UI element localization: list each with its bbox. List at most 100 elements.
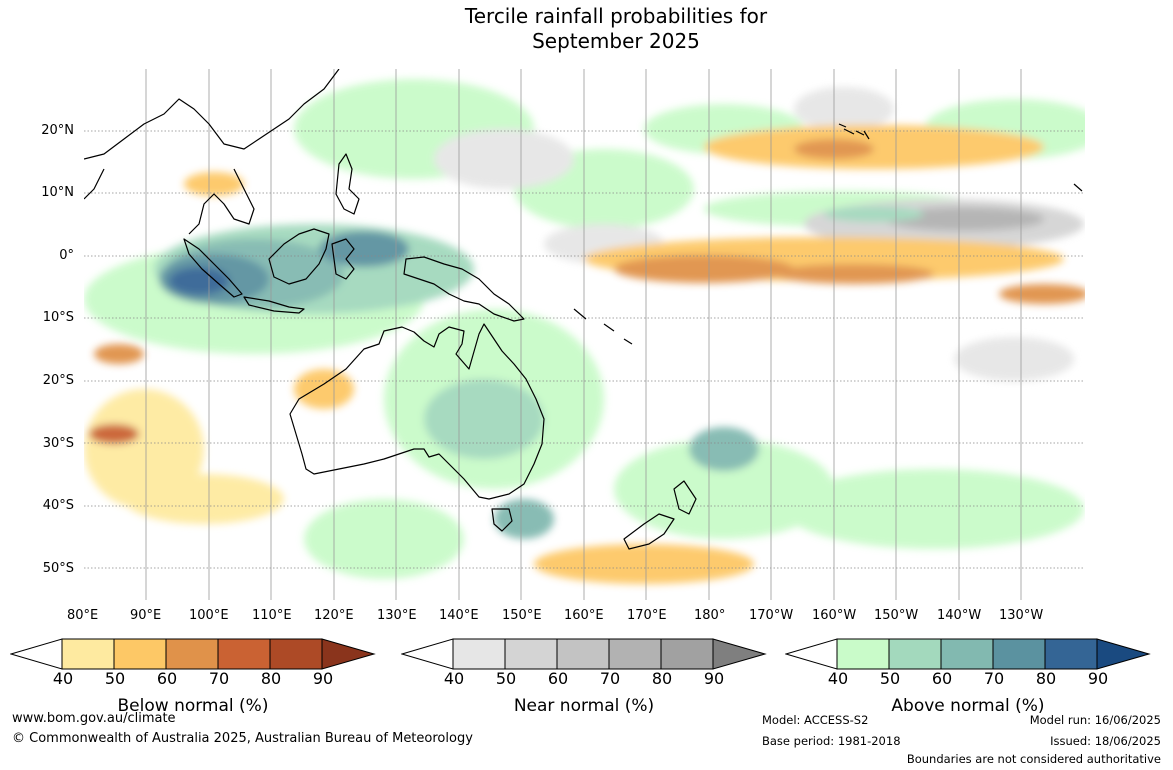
above-normal-region [614, 439, 834, 539]
graticule-meridians [145, 69, 1022, 600]
website-link[interactable]: www.bom.gov.au/climate [12, 711, 176, 726]
colorbar-segment [452, 638, 506, 670]
lon-label: 160°W [812, 608, 857, 623]
colorbar-segment [556, 638, 610, 670]
above-normal-region [169, 267, 229, 295]
tick-label: 90 [703, 669, 725, 688]
pacific-islands [573, 128, 1083, 345]
lon-label: 120°E [314, 608, 354, 623]
coastlines [83, 68, 1083, 550]
new-guinea-coastline [403, 256, 525, 322]
probability-shading [83, 68, 1104, 600]
above-normal-colorbar [785, 638, 1151, 670]
base-period: Base period: 1981-2018 [762, 734, 901, 748]
colorbar-segment [1044, 638, 1098, 670]
tasmania-coastline [491, 508, 513, 532]
above-normal-region [304, 499, 464, 579]
above-normal-region [784, 469, 1084, 549]
colorbar-segment [940, 638, 994, 670]
colorbar-segment [660, 638, 714, 670]
tick-label: 60 [547, 669, 569, 688]
tick-label: 50 [879, 669, 901, 688]
colorbar-max-extension [1096, 638, 1151, 670]
tick-label: 80 [1035, 669, 1057, 688]
lat-label: 20°N [41, 123, 74, 138]
below-normal-region [534, 544, 754, 584]
map-svg [83, 68, 1104, 600]
tick-label: 70 [208, 669, 230, 688]
colorbar-max-extension [712, 638, 767, 670]
java-coastline [243, 296, 305, 314]
boundaries-disclaimer: Boundaries are not considered authoritat… [906, 752, 1161, 766]
title-line-2: September 2025 [532, 29, 700, 53]
colorbar-segment [888, 638, 942, 670]
lat-label: 50°S [42, 561, 74, 576]
tick-label: 40 [443, 669, 465, 688]
colorbar-segment [836, 638, 890, 670]
borneo-coastline [268, 228, 330, 285]
copyright-notice: © Commonwealth of Australia 2025, Austra… [12, 731, 473, 746]
above-normal-region [689, 427, 759, 471]
below-normal-region [89, 424, 139, 444]
new-zealand-north-coastline [673, 480, 697, 515]
lon-label: 130°W [999, 608, 1044, 623]
tick-label: 60 [156, 669, 178, 688]
lon-label: 130°E [377, 608, 417, 623]
lat-label: 40°S [42, 498, 74, 513]
colorbar-segment [61, 638, 115, 670]
lat-label: 30°S [42, 436, 74, 451]
lat-label: 10°S [42, 310, 74, 325]
below-normal-label: Below normal (%) [117, 696, 269, 716]
asia-coastline [83, 68, 340, 235]
model-info: Model: ACCESS-S2 [762, 713, 869, 727]
colorbar-min-extension [785, 638, 838, 670]
colorbar-segment [113, 638, 167, 670]
near-normal-label: Near normal (%) [513, 696, 655, 716]
australia-coastline [289, 323, 545, 500]
below-normal-region [704, 125, 1044, 169]
lon-label: 150°W [874, 608, 919, 623]
lon-label: 90°E [130, 608, 162, 623]
below-normal-region [294, 369, 354, 409]
tick-label: 50 [104, 669, 126, 688]
philippines-coastline [335, 153, 360, 215]
tick-label: 70 [599, 669, 621, 688]
sulawesi-coastline [331, 238, 355, 280]
below-normal-region [124, 474, 284, 524]
rainfall-probability-map [83, 68, 1104, 600]
lat-label: 0° [59, 248, 74, 263]
below-normal-region [999, 284, 1089, 304]
colorbar-min-extension [401, 638, 454, 670]
below-normal-region [774, 264, 934, 284]
lon-label: 110°E [252, 608, 292, 623]
lon-label: 180° [694, 608, 726, 623]
hawaii-coastline [838, 123, 865, 136]
map-title: Tercile rainfall probabilities for Septe… [400, 4, 832, 54]
colorbar-min-extension [10, 638, 63, 670]
lon-label: 140°W [937, 608, 982, 623]
model-run-date: Model run: 16/06/2025 [1029, 713, 1161, 727]
colorbar-segment [165, 638, 219, 670]
below-normal-region [184, 172, 244, 196]
lon-label: 170°W [749, 608, 794, 623]
tick-label: 80 [651, 669, 673, 688]
colorbar-segment [608, 638, 662, 670]
lat-label: 10°N [41, 185, 74, 200]
lon-label: 100°E [189, 608, 229, 623]
colorbar-segment [992, 638, 1046, 670]
near-normal-region [794, 87, 894, 131]
tick-label: 70 [983, 669, 1005, 688]
near-normal-colorbar [401, 638, 767, 670]
lon-label: 150°E [502, 608, 542, 623]
colorbar-segment [217, 638, 271, 670]
tick-label: 40 [827, 669, 849, 688]
near-normal-region [954, 337, 1074, 381]
below-normal-region [94, 344, 144, 364]
lat-label: 20°S [42, 373, 74, 388]
lon-label: 170°E [627, 608, 667, 623]
colorbar-segment [269, 638, 323, 670]
sumatra-coastline [183, 238, 243, 298]
above-normal-region [424, 379, 544, 459]
lon-label: 140°E [439, 608, 479, 623]
near-normal-region [434, 129, 574, 189]
